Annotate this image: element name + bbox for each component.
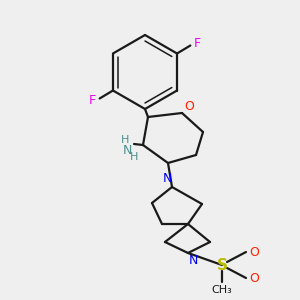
Text: H: H	[121, 135, 129, 145]
Text: N: N	[162, 172, 172, 184]
Text: N: N	[188, 254, 198, 268]
Text: O: O	[249, 272, 259, 284]
Text: F: F	[194, 37, 201, 50]
Text: F: F	[89, 94, 96, 107]
Text: CH₃: CH₃	[212, 285, 233, 295]
Text: S: S	[217, 257, 227, 272]
Text: O: O	[184, 100, 194, 112]
Text: O: O	[249, 245, 259, 259]
Text: H: H	[130, 152, 138, 162]
Text: N: N	[122, 143, 132, 157]
